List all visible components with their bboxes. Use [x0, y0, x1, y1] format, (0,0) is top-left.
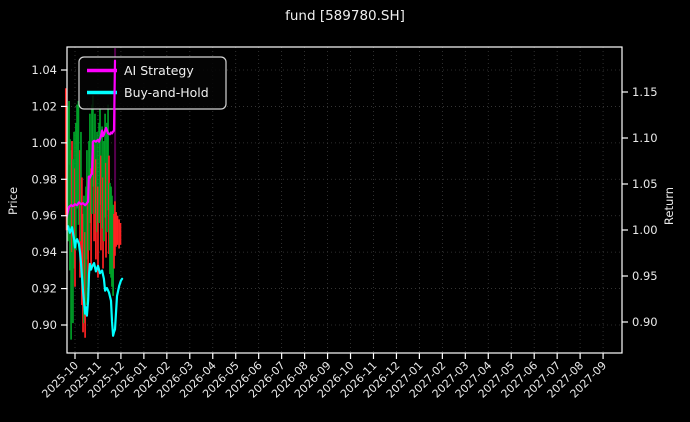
y-right-tick-label: 0.95 [632, 269, 658, 283]
series-line-buy-and-hold [66, 225, 124, 337]
y-left-tick-label: 1.04 [31, 63, 57, 77]
chart-title: fund [589780.SH] [285, 8, 405, 24]
y-right-tick-label: 1.10 [632, 131, 658, 145]
y-left-tick-label: 0.94 [31, 245, 57, 259]
y-left-tick-label: 1.02 [31, 99, 57, 113]
y-left-tick-label: 0.92 [31, 282, 57, 296]
y-left-tick-label: 1.00 [31, 136, 57, 150]
y-left-tick-label: 0.98 [31, 172, 57, 186]
legend-label: Buy-and-Hold [124, 85, 209, 100]
y-left-tick-label: 0.96 [31, 209, 57, 223]
legend-label: AI Strategy [124, 63, 194, 78]
plot-border [66, 46, 623, 354]
y-right-tick-label: 1.00 [632, 223, 658, 237]
y-right-tick-label: 0.90 [632, 315, 658, 329]
y-right-tick-label: 1.05 [632, 177, 658, 191]
series-line-ai-strategy [66, 59, 117, 224]
y-right-tick-label: 1.15 [632, 85, 658, 99]
y-left-tick-label: 0.90 [31, 318, 57, 332]
